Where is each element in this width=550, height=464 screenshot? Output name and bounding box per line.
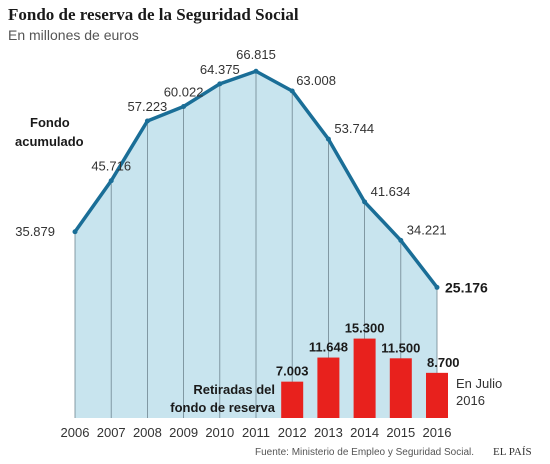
retiradas-label-2015: 11.500 xyxy=(381,340,420,355)
fondo-label-2015: 34.221 xyxy=(407,222,447,237)
x-tick-2013: 2013 xyxy=(314,425,343,440)
fondo-label-2013: 53.744 xyxy=(334,121,374,136)
retiradas-bar-2012 xyxy=(281,381,304,418)
x-tick-2014: 2014 xyxy=(350,425,379,440)
fondo-label-2014: 41.634 xyxy=(371,184,411,199)
fondo-label-2008: 57.223 xyxy=(128,99,168,114)
fondo-label-2010: 64.375 xyxy=(200,62,240,77)
fondo-label-2007: 45.716 xyxy=(91,159,131,174)
retiradas-bar-2013 xyxy=(317,357,340,418)
retiradas-series-label-line1: Retiradas del xyxy=(193,382,275,397)
retiradas-label-2013: 11.648 xyxy=(309,340,348,355)
retiradas-series-label-line2: fondo de reserva xyxy=(170,400,276,415)
fondo-series-label-line1: Fondo xyxy=(30,115,70,130)
fondo-label-2009: 60.022 xyxy=(164,84,204,99)
x-tick-2007: 2007 xyxy=(97,425,126,440)
x-tick-2010: 2010 xyxy=(205,425,234,440)
retiradas-label-2012: 7.003 xyxy=(276,364,309,379)
fondo-point-2007 xyxy=(108,178,114,184)
source-note: Fuente: Ministerio de Empleo y Seguridad… xyxy=(255,447,474,458)
fondo-point-2012 xyxy=(289,88,295,94)
retiradas-label-2014: 15.300 xyxy=(345,321,385,336)
bars-layer xyxy=(281,338,448,418)
retiradas-bar-2016 xyxy=(426,372,448,418)
x-tick-2008: 2008 xyxy=(133,425,162,440)
fondo-label-2012: 63.008 xyxy=(296,73,336,88)
fondo-point-2010 xyxy=(217,81,223,87)
x-tick-2009: 2009 xyxy=(169,425,198,440)
chart-title: Fondo de reserva de la Seguridad Social xyxy=(8,5,299,24)
x-tick-2012: 2012 xyxy=(278,425,307,440)
fondo-label-2011: 66.815 xyxy=(236,47,276,62)
retiradas-bar-2014 xyxy=(353,338,376,418)
fondo-point-2016 xyxy=(434,284,440,290)
retiradas-bar-2015 xyxy=(389,358,412,418)
x-tick-2006: 2006 xyxy=(61,425,90,440)
x-tick-2011: 2011 xyxy=(242,425,270,440)
fondo-point-2013 xyxy=(325,136,331,142)
brand-logo: EL PAÍS xyxy=(493,446,532,458)
fondo-series-label-line2: acumulado xyxy=(15,134,84,149)
line-layer xyxy=(72,68,440,290)
annotation-line2: 2016 xyxy=(456,393,485,408)
fondo-label-2016: 25.176 xyxy=(445,279,488,295)
x-axis-ticks: 2006 2007 2008 2009 2010 2011 2012 2013 2014 2015… xyxy=(61,425,452,440)
chart-subtitle: En millones de euros xyxy=(8,27,139,43)
fondo-point-2015 xyxy=(398,237,404,243)
x-tick-2016: 2016 xyxy=(423,425,452,440)
fondo-label-2006: 35.879 xyxy=(15,224,55,239)
retiradas-label-2016: 8.700 xyxy=(427,355,460,370)
annotation-line1: En Julio xyxy=(456,376,502,391)
x-tick-2015: 2015 xyxy=(386,425,415,440)
fondo-point-2011 xyxy=(253,68,259,74)
fondo-point-2009 xyxy=(181,103,187,109)
fondo-point-2006 xyxy=(72,229,78,235)
fondo-point-2008 xyxy=(144,118,150,124)
fondo-point-2014 xyxy=(362,199,368,205)
